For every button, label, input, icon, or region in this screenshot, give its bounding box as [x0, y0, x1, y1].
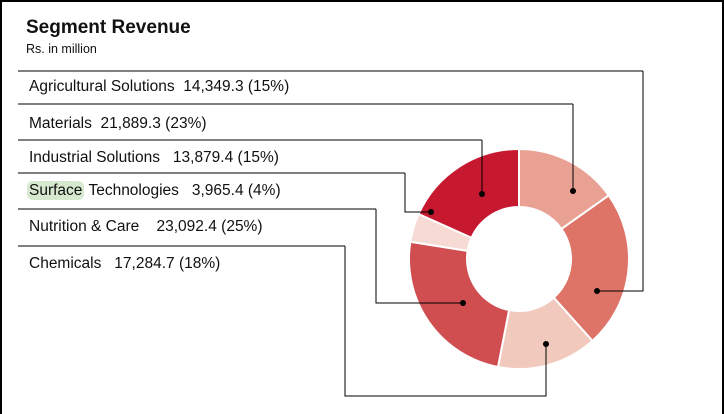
- leader-line-agricultural-solutions: [597, 71, 644, 292]
- leader-dot-materials: [570, 188, 576, 194]
- label-chemicals: Chemicals 17,284.7 (18%): [29, 255, 221, 272]
- label-materials: Materials 21,889.3 (23%): [29, 115, 207, 132]
- label-nutrition-care: Nutrition & Care 23,092.4 (25%): [29, 218, 263, 235]
- leader-dot-surface-technologies: [428, 209, 434, 215]
- label-industrial-solutions: Industrial Solutions 13,879.4 (15%): [29, 149, 279, 166]
- chart-title: Segment Revenue: [26, 17, 191, 38]
- slice-materials: [552, 194, 630, 343]
- label-rules: [18, 70, 643, 247]
- leader-dot-industrial-solutions: [479, 191, 485, 197]
- leader-dot-nutrition-care: [460, 300, 466, 306]
- leader-line-nutrition-care: [375, 209, 463, 304]
- leader-line-chemicals: [344, 246, 547, 397]
- leader-dot-chemicals: [543, 341, 549, 347]
- leader-lines: [344, 71, 644, 397]
- slice-nutrition-care: [408, 240, 511, 369]
- label-surface-technologies: Surface Technologies 3,965.4 (4%): [27, 181, 281, 200]
- search-highlight: Surface: [27, 181, 85, 200]
- leader-dot-agricultural-solutions: [594, 288, 600, 294]
- chart-subtitle: Rs. in million: [26, 42, 97, 56]
- slice-chemicals: [417, 147, 520, 240]
- label-agricultural-solutions: Agricultural Solutions 14,349.3 (15%): [29, 78, 290, 95]
- leader-line-surface-technologies: [404, 173, 431, 213]
- donut-chart: [408, 147, 630, 370]
